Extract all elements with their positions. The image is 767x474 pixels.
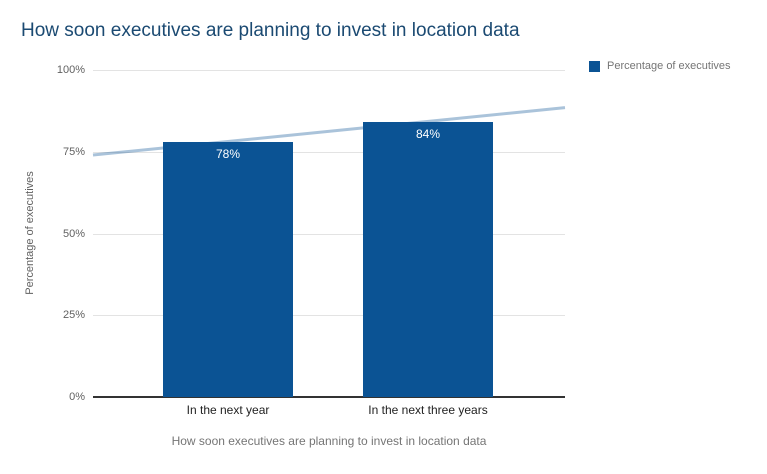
- y-tick-label: 0%: [69, 391, 85, 403]
- x-axis-line: [93, 396, 565, 398]
- bar-2[interactable]: 84%: [363, 122, 493, 397]
- legend-swatch-icon: [589, 60, 600, 72]
- legend[interactable]: Percentage of executives: [589, 60, 731, 72]
- x-axis-title: How soon executives are planning to inve…: [171, 434, 487, 448]
- bar-1[interactable]: 78%: [163, 141, 293, 397]
- plot-area: 100% 75% 50% 25% 0% 78% In the next year 84% In …: [57, 64, 566, 417]
- y-tick-label: 75%: [62, 145, 85, 158]
- y-tick-label: 100%: [56, 64, 85, 76]
- y-tick-label: 50%: [62, 227, 85, 240]
- chart-title: How soon executives are planning to inve…: [21, 20, 520, 41]
- gridline: [93, 233, 565, 235]
- legend-label: Percentage of executives: [607, 60, 731, 72]
- bar-value-label: 78%: [215, 146, 241, 161]
- x-category-label: In the next three years: [368, 403, 488, 417]
- x-category-label: In the next year: [186, 403, 270, 417]
- bar-value-label: 84%: [415, 127, 441, 142]
- gridline: [93, 70, 565, 71]
- y-tick-label: 25%: [62, 309, 85, 322]
- gridline: [93, 315, 565, 317]
- gridline: [93, 151, 565, 153]
